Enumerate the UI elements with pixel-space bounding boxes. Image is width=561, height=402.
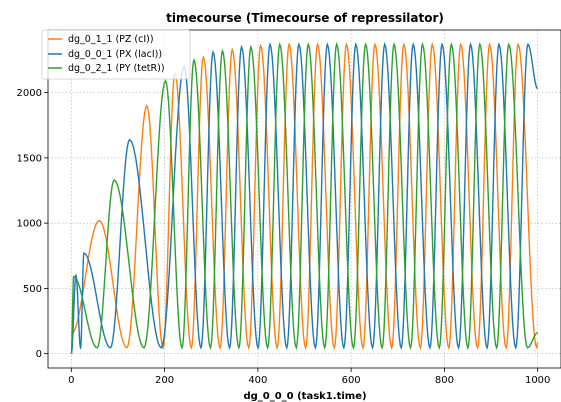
- x-axis-ticks: 0 200 400 600 800 1000: [68, 368, 550, 386]
- x-axis-label: dg_0_0_0 (task1.time): [243, 391, 366, 402]
- series-line-0: [70, 41, 539, 351]
- legend: dg_0_1_1 (PZ (cI)) dg_0_0_1 (PX (lacI)) …: [41, 29, 191, 80]
- y-tick-label: 500: [23, 284, 42, 295]
- legend-label-py: dg_0_2_1 (PY (tetR)): [68, 63, 165, 74]
- legend-label-pz: dg_0_1_1 (PZ (cI)): [68, 34, 154, 45]
- legend-box: [41, 29, 191, 80]
- x-tick-label: 1000: [525, 375, 550, 386]
- x-tick-label: 0: [68, 375, 74, 386]
- plot-frame: [47, 29, 561, 369]
- y-tick-label: 2000: [17, 88, 42, 99]
- y-axis-ticks: 0 500 1000 1500 2000: [17, 88, 48, 360]
- series-line-2: [70, 41, 538, 354]
- y-tick-label: 0: [36, 349, 42, 360]
- x-tick-label: 400: [248, 375, 267, 386]
- series-lines: [70, 41, 539, 354]
- y-tick-label: 1500: [17, 153, 42, 164]
- chart-title: timecourse (Timecourse of repressilator): [166, 11, 444, 25]
- series-line-1: [70, 41, 539, 354]
- x-tick-label: 600: [342, 375, 361, 386]
- legend-label-px: dg_0_0_1 (PX (lacI)): [68, 49, 162, 60]
- x-tick-label: 200: [155, 375, 174, 386]
- y-tick-label: 1000: [17, 219, 42, 230]
- x-tick-label: 800: [435, 375, 454, 386]
